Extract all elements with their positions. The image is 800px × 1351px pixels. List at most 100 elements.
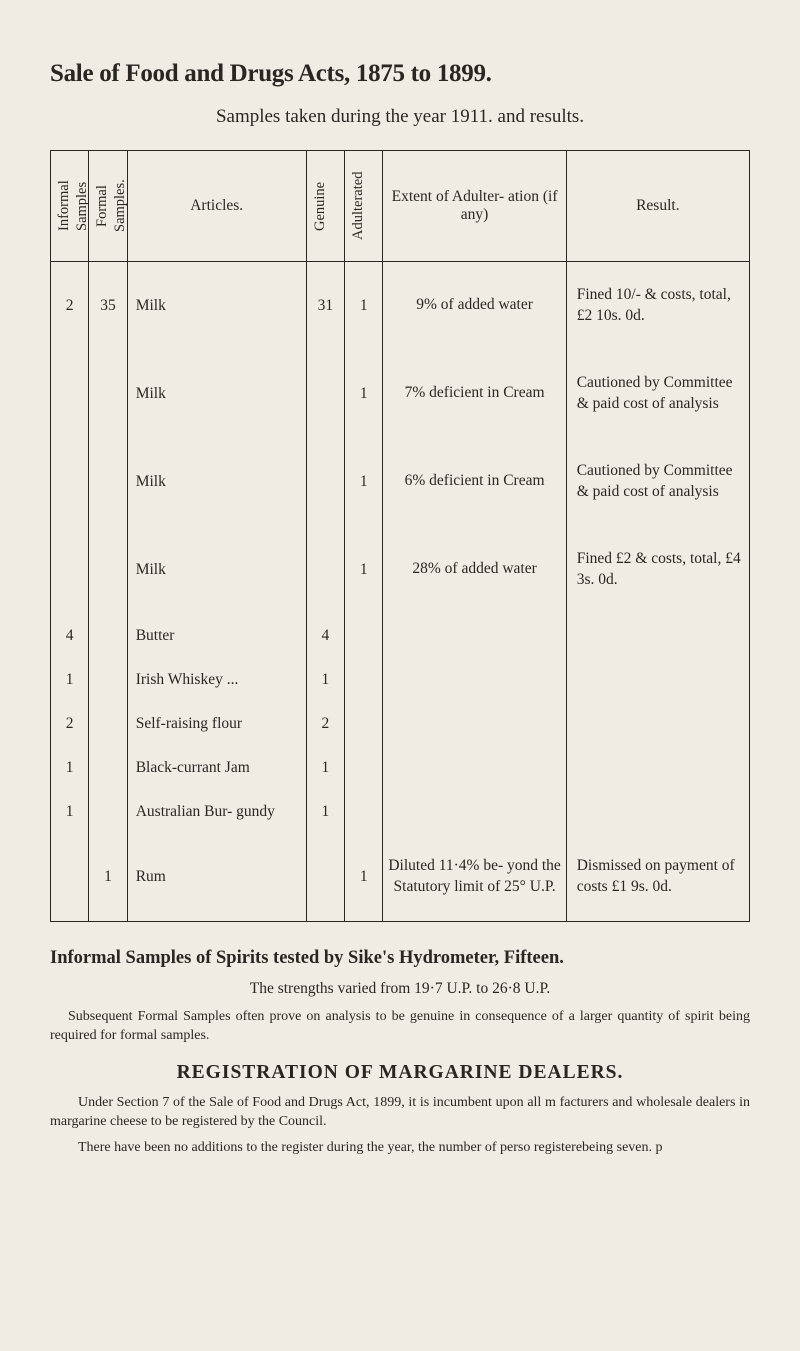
cell-informal: 1 [51,746,89,790]
cell-adulterated [345,702,383,746]
table-row: 2Self-raising flour2 [51,702,750,746]
cell-genuine: 4 [306,614,344,658]
cell-informal [51,438,89,526]
table-header-row: Informal Samples Formal Samples. Article… [51,151,750,262]
cell-formal [89,438,127,526]
cell-article: Rum [127,834,306,922]
informal-section-title: Informal Samples of Spirits tested by Si… [50,948,750,969]
informal-p1: The strengths varied from 19·7 U.P. to 2… [50,979,750,1000]
cell-informal: 4 [51,614,89,658]
cell-informal [51,834,89,922]
header-genuine: Genuine [306,151,344,262]
registration-p1: Under Section 7 of the Sale of Food and … [50,1094,750,1132]
cell-article: Self-raising flour [127,702,306,746]
cell-informal: 2 [51,702,89,746]
cell-informal: 1 [51,790,89,834]
cell-article: Butter [127,614,306,658]
cell-extent: 28% of added water [383,526,566,614]
cell-result: Cautioned by Committee & paid cost of an… [566,350,749,438]
cell-article: Milk [127,526,306,614]
cell-adulterated: 1 [345,438,383,526]
page-subtitle: Samples taken during the year 1911. and … [50,106,750,128]
cell-result [566,658,749,702]
table-row: 235Milk3119% of added waterFined 10/- & … [51,262,750,350]
cell-article: Milk [127,438,306,526]
cell-extent: 7% deficient in Cream [383,350,566,438]
cell-formal [89,350,127,438]
cell-formal [89,746,127,790]
cell-extent: 6% deficient in Cream [383,438,566,526]
cell-informal: 2 [51,262,89,350]
cell-formal [89,658,127,702]
registration-title: REGISTRATION OF MARGARINE DEALERS. [50,1062,750,1084]
cell-article: Australian Bur- gundy [127,790,306,834]
cell-adulterated: 1 [345,526,383,614]
cell-result [566,746,749,790]
cell-genuine [306,438,344,526]
cell-genuine: 2 [306,702,344,746]
cell-formal: 35 [89,262,127,350]
table-row: Milk 128% of added waterFined £2 & costs,… [51,526,750,614]
cell-extent: Diluted 11·4% be- yond the Statutory lim… [383,834,566,922]
cell-article: Irish Whiskey ... [127,658,306,702]
cell-adulterated: 1 [345,262,383,350]
cell-informal [51,350,89,438]
cell-genuine: 1 [306,790,344,834]
header-adulterated-text: Adulterated [347,161,369,251]
cell-genuine [306,350,344,438]
cell-formal [89,526,127,614]
table-row: 4Butter4 [51,614,750,658]
table-row: Milk 16% deficient in CreamCautioned by C… [51,438,750,526]
cell-article: Milk [127,350,306,438]
header-formal-text: Formal Samples. [91,161,131,251]
table-row: 1Irish Whiskey ...1 [51,658,750,702]
table-row: Milk 17% deficient in CreamCautioned by C… [51,350,750,438]
cell-result: Fined 10/- & costs, total, £2 10s. 0d. [566,262,749,350]
samples-table: Informal Samples Formal Samples. Article… [50,150,750,922]
header-result: Result. [566,151,749,262]
registration-p2: There have been no additions to the regi… [50,1139,750,1158]
cell-result [566,614,749,658]
cell-adulterated [345,658,383,702]
cell-genuine [306,526,344,614]
cell-article: Black-currant Jam [127,746,306,790]
cell-genuine: 31 [306,262,344,350]
header-informal-text: Informal Samples [53,161,93,251]
header-articles: Articles. [127,151,306,262]
cell-result [566,790,749,834]
informal-p2: Subsequent Formal Samples often prove on… [50,1008,750,1046]
table-body: 235Milk3119% of added waterFined 10/- & … [51,262,750,922]
cell-adulterated [345,746,383,790]
header-formal: Formal Samples. [89,151,127,262]
cell-extent [383,614,566,658]
cell-genuine: 1 [306,658,344,702]
cell-result: Fined £2 & costs, total, £4 3s. 0d. [566,526,749,614]
cell-adulterated: 1 [345,350,383,438]
cell-result [566,702,749,746]
header-genuine-text: Genuine [309,161,331,251]
cell-article: Milk [127,262,306,350]
cell-adulterated [345,614,383,658]
header-adulterated: Adulterated [345,151,383,262]
cell-genuine [306,834,344,922]
cell-informal: 1 [51,658,89,702]
cell-formal [89,790,127,834]
cell-formal [89,614,127,658]
cell-result: Cautioned by Committee & paid cost of an… [566,438,749,526]
table-row: 1Black-currant Jam1 [51,746,750,790]
cell-extent [383,702,566,746]
page-title: Sale of Food and Drugs Acts, 1875 to 189… [50,60,750,88]
cell-formal [89,702,127,746]
cell-genuine: 1 [306,746,344,790]
cell-extent: 9% of added water [383,262,566,350]
cell-informal [51,526,89,614]
table-row: 1Australian Bur- gundy1 [51,790,750,834]
cell-extent [383,746,566,790]
cell-formal: 1 [89,834,127,922]
header-extent: Extent of Adulter- ation (if any) [383,151,566,262]
header-informal: Informal Samples [51,151,89,262]
cell-adulterated [345,790,383,834]
cell-extent [383,658,566,702]
cell-result: Dismissed on payment of costs £1 9s. 0d. [566,834,749,922]
table-row: 1Rum1Diluted 11·4% be- yond the Statutor… [51,834,750,922]
